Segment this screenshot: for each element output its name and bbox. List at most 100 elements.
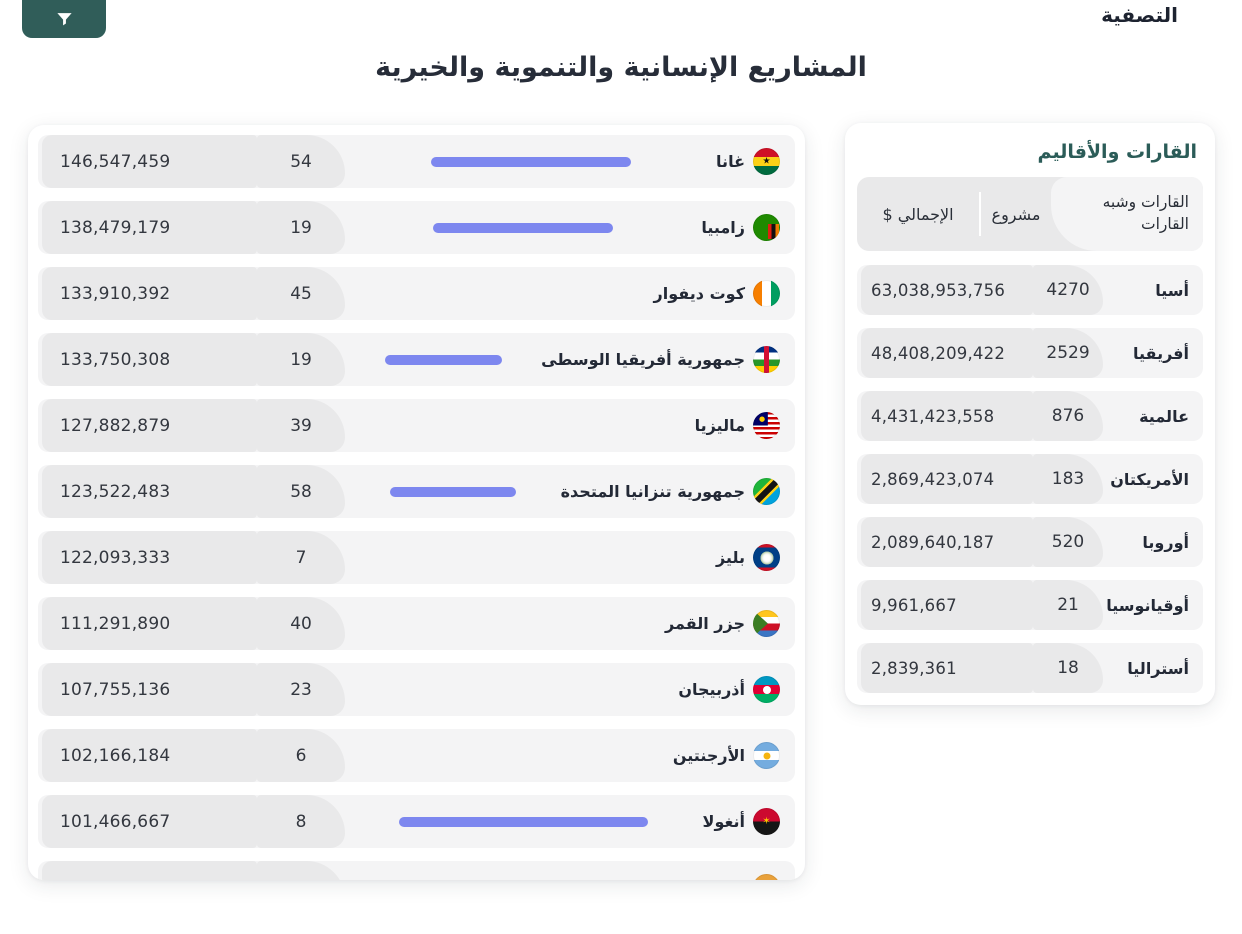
projects-count <box>257 861 345 880</box>
flag-zambia-icon <box>753 214 780 241</box>
total-amount: 146,547,459 <box>42 135 257 188</box>
bar-zone <box>345 267 654 320</box>
continent-total-amount: 2,089,640,187 <box>861 517 1033 567</box>
country-name: زامبيا <box>701 218 745 237</box>
country-name: أنغولا <box>702 812 745 831</box>
bar-zone <box>345 531 716 584</box>
filter-section-label: التصفية <box>1101 3 1178 27</box>
country-name-zone: ماليزيا <box>695 399 795 452</box>
filter-button[interactable] <box>22 0 106 38</box>
continent-row[interactable]: أوقيانوسيا 21 9,961,667 <box>857 580 1203 630</box>
total-amount: 111,291,890 <box>42 597 257 650</box>
country-row[interactable] <box>38 861 795 880</box>
country-name-zone: أنغولا <box>703 795 795 848</box>
continent-row[interactable]: أسيا 4270 63,038,953,756 <box>857 265 1203 315</box>
projects-count: 40 <box>257 597 345 650</box>
continent-name: أستراليا <box>1127 658 1189 678</box>
country-name: بليز <box>715 548 745 567</box>
total-amount: 133,910,392 <box>42 267 257 320</box>
bar-zone <box>345 201 701 254</box>
bar-zone <box>345 663 678 716</box>
continent-projects-count: 18 <box>1033 643 1103 693</box>
projects-count: 7 <box>257 531 345 584</box>
flag-angola-icon <box>753 808 780 835</box>
projects-count: 8 <box>257 795 345 848</box>
continent-name: أفريقيا <box>1133 343 1189 363</box>
projects-count: 6 <box>257 729 345 782</box>
flag-comoros-icon <box>753 610 780 637</box>
flag-belize-icon <box>753 544 780 571</box>
progress-bar <box>384 354 502 365</box>
continent-row[interactable]: أفريقيا 2529 48,408,209,422 <box>857 328 1203 378</box>
total-amount: 102,166,184 <box>42 729 257 782</box>
country-name-zone: غانا <box>716 135 795 188</box>
header-projects: مشروع <box>991 204 1041 224</box>
progress-bar <box>433 222 614 233</box>
country-name-zone <box>745 861 795 880</box>
country-name-zone: أذربيجان <box>678 663 795 716</box>
continent-row[interactable]: الأمريكتان 183 2,869,423,074 <box>857 454 1203 504</box>
projects-count: 19 <box>257 333 345 386</box>
continent-total-amount: 4,431,423,558 <box>861 391 1033 441</box>
flag-partial-icon <box>753 874 780 880</box>
total-amount: 133,750,308 <box>42 333 257 386</box>
projects-count: 54 <box>257 135 345 188</box>
projects-count: 45 <box>257 267 345 320</box>
continent-name: أسيا <box>1155 280 1189 300</box>
flag-azerbaijan-icon <box>753 676 780 703</box>
continents-table-header: القارات وشبه القارات مشروع الإجمالي $ <box>857 177 1203 251</box>
continents-panel: القارات والأقاليم القارات وشبه القارات م… <box>845 123 1215 705</box>
country-row[interactable]: أذربيجان 23 107,755,136 <box>38 663 795 716</box>
continent-total-amount: 2,839,361 <box>861 643 1033 693</box>
bar-zone <box>345 399 695 452</box>
country-name: غانا <box>716 152 745 171</box>
continent-row[interactable]: عالمية 876 4,431,423,558 <box>857 391 1203 441</box>
bar-zone <box>345 597 665 650</box>
funnel-icon <box>56 13 72 26</box>
total-amount: 127,882,879 <box>42 399 257 452</box>
country-name-zone: جمهورية أفريقيا الوسطى <box>541 333 795 386</box>
flag-argentina-icon <box>753 742 780 769</box>
flag-ghana-icon <box>753 148 780 175</box>
continent-projects-count: 183 <box>1033 454 1103 504</box>
page-title: المشاريع الإنسانية والتنموية والخيرية <box>375 52 867 83</box>
continent-projects-count: 876 <box>1033 391 1103 441</box>
projects-count: 58 <box>257 465 345 518</box>
country-row[interactable]: ماليزيا 39 127,882,879 <box>38 399 795 452</box>
country-name-zone: الأرجنتين <box>673 729 795 782</box>
continent-row[interactable]: أوروبا 520 2,089,640,187 <box>857 517 1203 567</box>
continent-projects-count: 520 <box>1033 517 1103 567</box>
country-row[interactable]: جمهورية أفريقيا الوسطى 19 133,750,308 <box>38 333 795 386</box>
country-row[interactable]: غانا 54 146,547,459 <box>38 135 795 188</box>
continent-name: أوقيانوسيا <box>1106 595 1189 615</box>
country-row[interactable]: بليز 7 122,093,333 <box>38 531 795 584</box>
continent-name: عالمية <box>1139 406 1189 426</box>
continents-panel-title: القارات والأقاليم <box>1037 141 1197 163</box>
bar-zone <box>345 333 541 386</box>
continent-total-amount: 2,869,423,074 <box>861 454 1033 504</box>
country-name: جمهورية تنزانيا المتحدة <box>560 482 745 501</box>
continents-table-body: أسيا 4270 63,038,953,756 أفريقيا 2529 48… <box>857 265 1203 693</box>
country-row[interactable]: جزر القمر 40 111,291,890 <box>38 597 795 650</box>
header-separator <box>979 192 981 236</box>
continent-total-amount: 9,961,667 <box>861 580 1033 630</box>
total-amount: 138,479,179 <box>42 201 257 254</box>
country-name: أذربيجان <box>678 680 745 699</box>
country-name-zone: جمهورية تنزانيا المتحدة <box>561 465 795 518</box>
country-name-zone: بليز <box>716 531 795 584</box>
country-row[interactable]: كوت ديفوار 45 133,910,392 <box>38 267 795 320</box>
total-amount <box>42 861 257 880</box>
header-continents: القارات وشبه القارات <box>1051 177 1203 251</box>
country-row[interactable]: الأرجنتين 6 102,166,184 <box>38 729 795 782</box>
flag-central-african-republic-icon <box>753 346 780 373</box>
progress-bar <box>399 816 649 827</box>
country-name-zone: كوت ديفوار <box>654 267 795 320</box>
country-row[interactable]: جمهورية تنزانيا المتحدة 58 123,522,483 <box>38 465 795 518</box>
country-row[interactable]: أنغولا 8 101,466,667 <box>38 795 795 848</box>
header-total: الإجمالي $ <box>882 204 954 224</box>
bar-zone <box>345 729 673 782</box>
country-row[interactable]: زامبيا 19 138,479,179 <box>38 201 795 254</box>
continent-row[interactable]: أستراليا 18 2,839,361 <box>857 643 1203 693</box>
country-name: ماليزيا <box>694 416 745 435</box>
